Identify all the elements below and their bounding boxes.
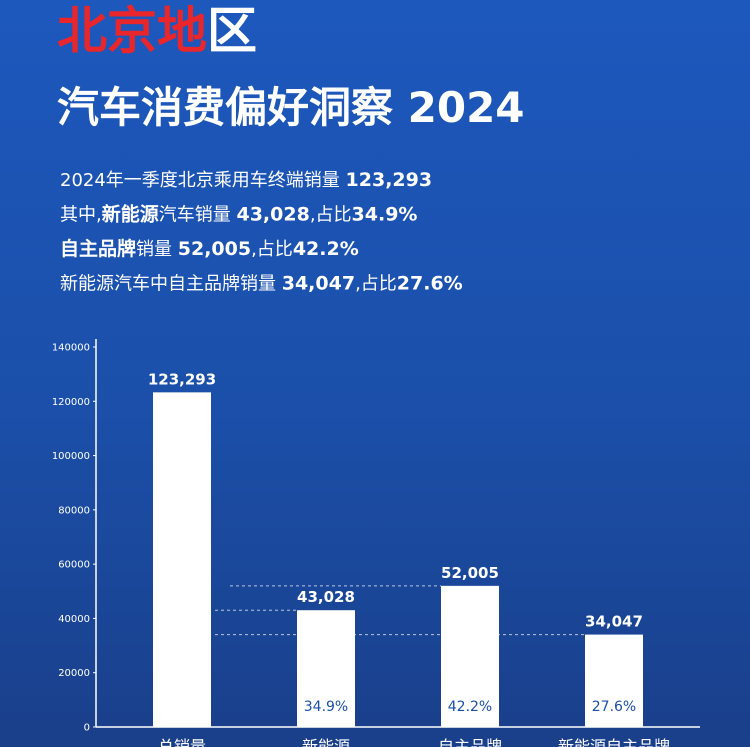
- summary-segment: 43,028: [236, 204, 309, 226]
- summary-segment: 123,293: [346, 169, 433, 191]
- bar: [441, 585, 499, 727]
- summary-line: 自主品牌销量 52,005,占比42.2%: [60, 237, 359, 260]
- value-label: 43,028: [297, 588, 355, 606]
- summary-segment: 42.2%: [293, 238, 359, 260]
- y-tick-label: 60000: [58, 560, 90, 571]
- y-tick-label: 40000: [58, 614, 90, 625]
- share-label: 34.9%: [304, 699, 348, 715]
- y-tick-label: 140000: [52, 343, 90, 354]
- y-tick-label: 100000: [52, 451, 90, 462]
- share-label: 27.6%: [592, 699, 636, 715]
- x-tick-label: 总销量: [158, 737, 206, 747]
- summary-line: 2024年一季度北京乘用车终端销量 123,293: [60, 169, 432, 191]
- summary-segment: 新能源汽车中自主品牌销量: [60, 274, 282, 295]
- summary-segment: 52,005: [178, 238, 251, 260]
- y-tick-label: 80000: [58, 505, 90, 516]
- y-tick-label: 20000: [58, 668, 90, 679]
- summary-segment: ,占比: [310, 205, 352, 226]
- x-tick-label: 新能源自主品牌: [558, 737, 670, 747]
- bar: [297, 610, 355, 727]
- share-label: 42.2%: [448, 699, 492, 715]
- summary-segment: 2024年一季度北京乘用车终端销量: [60, 170, 346, 191]
- value-label: 52,005: [441, 564, 499, 582]
- title-part: 北京地: [57, 2, 207, 60]
- value-label: 123,293: [148, 370, 216, 388]
- y-tick-label: 120000: [52, 397, 90, 408]
- value-label: 34,047: [585, 613, 643, 631]
- summary-segment: 其中,: [60, 205, 102, 226]
- summary-line: 新能源汽车中自主品牌销量 34,047,占比27.6%: [60, 273, 463, 295]
- summary-segment: ,占比: [251, 239, 293, 260]
- summary-segment: 34,047: [282, 273, 355, 295]
- summary-segment: 新能源: [102, 203, 159, 226]
- summary-segment: 自主品牌: [60, 237, 136, 260]
- title: 北京地区: [57, 2, 257, 60]
- summary-segment: 销量: [136, 239, 178, 260]
- subtitle: 汽车消费偏好洞察 2024: [57, 83, 525, 132]
- chart: 0 20000 40000 60000 80000 100000 120000 140000 1…: [52, 339, 700, 747]
- summary-segment: ,占比: [355, 274, 397, 295]
- summary-segment: 34.9%: [352, 204, 418, 226]
- y-tick-label: 0: [84, 723, 90, 734]
- bar: [153, 392, 211, 727]
- title-part: 区: [207, 2, 257, 60]
- summary: 2024年一季度北京乘用车终端销量 123,293 其中,新能源汽车销量 43,0…: [60, 169, 463, 295]
- summary-segment: 汽车销量: [159, 205, 237, 226]
- summary-segment: 27.6%: [397, 273, 463, 295]
- bar: [585, 634, 643, 727]
- summary-line: 其中,新能源汽车销量 43,028,占比34.9%: [60, 203, 417, 226]
- x-tick-label: 自主品牌: [438, 737, 502, 747]
- x-tick-label: 新能源: [302, 737, 350, 747]
